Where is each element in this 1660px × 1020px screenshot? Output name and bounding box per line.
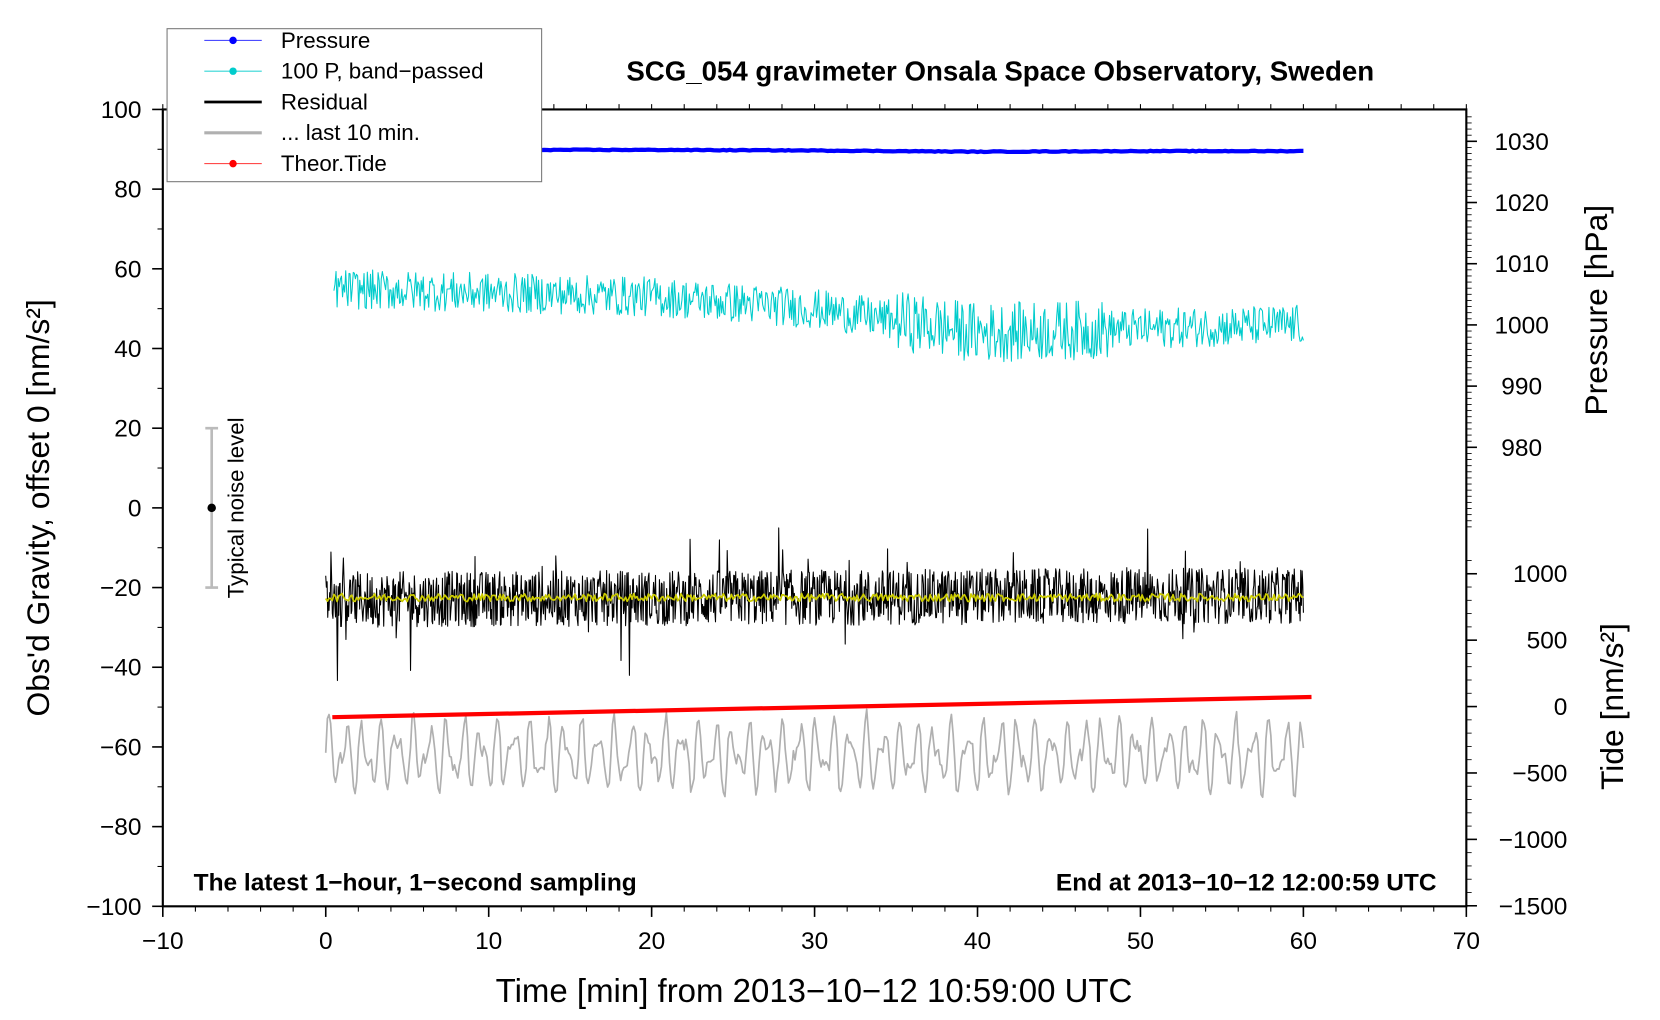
tide-tick-label: −500 [1512, 760, 1567, 787]
legend-label: Theor.Tide [281, 151, 387, 176]
y-axis-left-label: Obs'd Gravity, offset 0 [nm/s²] [20, 299, 56, 716]
y-left-tick-label: −80 [100, 814, 141, 841]
y-left-tick-label: 40 [114, 336, 141, 363]
legend-marker [229, 67, 237, 75]
legend-label: ... last 10 min. [281, 120, 420, 145]
x-tick-label: 50 [1127, 928, 1154, 955]
annotation-right: End at 2013−10−12 12:00:59 UTC [1056, 869, 1437, 896]
y-left-tick-label: 20 [114, 416, 141, 443]
y-left-tick-label: −40 [100, 655, 141, 682]
legend-marker [229, 159, 237, 168]
y-axis-tide-label: Tide [nm/s²] [1594, 623, 1630, 790]
x-tick-label: 70 [1453, 928, 1480, 955]
y-axis-pressure-label: Pressure [hPa] [1578, 205, 1614, 416]
plot-frame [161, 108, 1468, 908]
legend-box [166, 28, 543, 183]
x-tick-label: 20 [638, 928, 665, 955]
legend-label: Pressure [281, 28, 370, 53]
pressure-tick-label: 1030 [1494, 129, 1548, 156]
x-tick-label: 60 [1290, 928, 1317, 955]
pressure-tick-label: 980 [1501, 435, 1542, 462]
legend-label: 100 P, band−passed [281, 59, 484, 84]
pressure-tick-label: 1000 [1494, 312, 1548, 339]
tide-tick-label: 1000 [1513, 561, 1567, 588]
y-left-tick-label: −20 [100, 575, 141, 602]
noise-bar: Typical noise level [205, 417, 249, 598]
noise-bar-dot [207, 503, 216, 513]
pressure-tick-label: 990 [1501, 374, 1542, 401]
x-axis-label: Time [min] from 2013−10−12 10:59:00 UTC [496, 972, 1133, 1009]
y-left-tick-label: 0 [128, 495, 142, 522]
pressure-tick-label: 1010 [1494, 251, 1548, 278]
series-layer [324, 146, 1312, 799]
y-left-tick-label: −100 [86, 894, 141, 921]
pressure-tick-label: 1020 [1494, 190, 1548, 217]
x-tick-label: 10 [475, 928, 502, 955]
tide-tick-label: −1500 [1499, 893, 1568, 920]
x-tick-label: −10 [142, 928, 183, 955]
legend-marker [229, 36, 237, 45]
series-residual-smoothed [325, 592, 1304, 603]
y-left-tick-label: 100 [101, 97, 142, 124]
x-tick-label: 40 [964, 928, 991, 955]
x-tick-label: 30 [801, 928, 828, 955]
axes-layer: −10 0 10 20 30 40 50 60 70100806040200−20−40−60−… [86, 97, 1567, 955]
y-left-tick-label: 60 [114, 256, 141, 283]
y-left-tick-label: −60 [100, 734, 141, 761]
series-last-10-min [324, 708, 1305, 799]
series-residual [325, 527, 1304, 682]
tide-tick-label: −1000 [1499, 827, 1568, 854]
y-left-tick-label: 80 [114, 177, 141, 204]
noise-bar-label: Typical noise level [224, 417, 249, 598]
legend-label: Residual [281, 89, 368, 114]
annotation-left: The latest 1−hour, 1−second sampling [194, 869, 637, 896]
series-theor-tide [332, 694, 1312, 720]
chart-title: SCG_054 gravimeter Onsala Space Observat… [626, 56, 1374, 87]
x-tick-label: 0 [319, 928, 333, 955]
tide-tick-label: 0 [1554, 694, 1568, 721]
legend: Pressure 100 P, band−passed Residual ... la… [166, 28, 543, 183]
series-pressure-bandpassed [333, 269, 1304, 363]
tide-tick-label: 500 [1527, 628, 1568, 655]
